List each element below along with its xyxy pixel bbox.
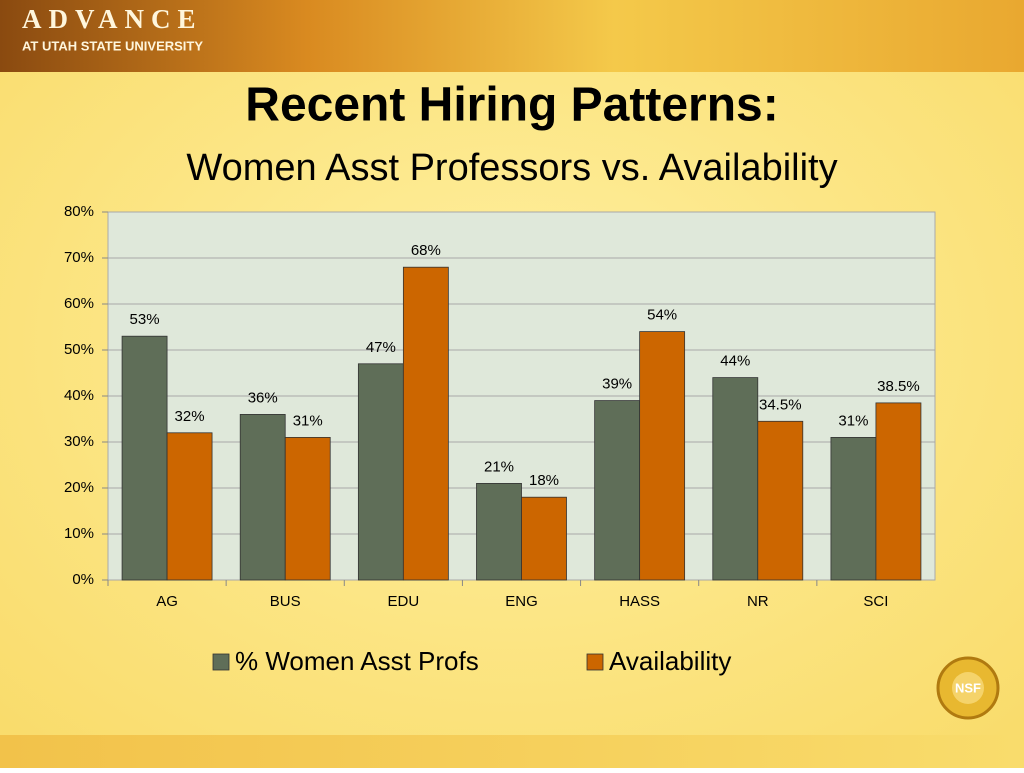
- data-label: 18%: [529, 472, 559, 489]
- nsf-label: NSF: [955, 680, 981, 695]
- data-label: 32%: [175, 408, 205, 425]
- bar: [712, 377, 759, 581]
- x-tick-label: SCI: [863, 593, 888, 610]
- data-label: 39%: [602, 376, 632, 393]
- x-tick-label: HASS: [619, 593, 660, 610]
- legend-swatch: [586, 653, 604, 671]
- x-tick-label: EDU: [388, 593, 420, 610]
- data-label: 36%: [248, 389, 278, 406]
- data-label: 21%: [484, 458, 514, 475]
- bar: [402, 266, 449, 581]
- bar: [239, 413, 286, 581]
- bar: [757, 420, 804, 581]
- data-label: 31%: [293, 412, 323, 429]
- y-tick-label: 50%: [64, 341, 94, 358]
- data-label: 54%: [647, 307, 677, 324]
- data-label: 44%: [720, 353, 750, 370]
- legend-label: Availability: [609, 646, 731, 676]
- y-tick-label: 20%: [64, 479, 94, 496]
- data-label: 47%: [366, 339, 396, 356]
- logo-subtitle: AT UTAH STATE UNIVERSITY: [22, 38, 203, 53]
- data-label: 38.5%: [877, 378, 920, 395]
- x-tick-label: BUS: [270, 593, 301, 610]
- bar: [121, 335, 168, 581]
- data-label: 53%: [130, 311, 160, 328]
- x-tick-label: AG: [156, 593, 178, 610]
- bar: [875, 402, 922, 581]
- y-tick-label: 30%: [64, 433, 94, 450]
- bar: [594, 400, 641, 581]
- legend-swatch: [212, 653, 230, 671]
- data-label: 34.5%: [759, 396, 802, 413]
- nsf-badge-inner: [952, 672, 984, 704]
- y-tick-label: 10%: [64, 525, 94, 542]
- bar: [357, 363, 404, 581]
- bar: [166, 432, 213, 581]
- y-tick-label: 40%: [64, 387, 94, 404]
- bar: [476, 482, 522, 581]
- header-band: [0, 0, 1024, 72]
- bar: [830, 436, 877, 581]
- y-tick-label: 60%: [64, 295, 94, 312]
- y-tick-label: 70%: [64, 249, 94, 266]
- legend-label: % Women Asst Profs: [235, 646, 479, 676]
- data-label: 31%: [838, 412, 868, 429]
- y-tick-label: 80%: [64, 203, 94, 220]
- data-label: 68%: [411, 242, 441, 259]
- chart-title: Recent Hiring Patterns:: [245, 79, 778, 132]
- bar: [639, 331, 686, 581]
- x-tick-label: ENG: [505, 593, 538, 610]
- logo: ADVANCE: [22, 4, 203, 34]
- chart-subtitle: Women Asst Professors vs. Availability: [186, 147, 837, 189]
- bar: [521, 496, 567, 581]
- x-tick-label: NR: [747, 593, 769, 610]
- y-tick-label: 0%: [72, 571, 94, 588]
- bar: [284, 436, 331, 581]
- footer-band: [0, 735, 1024, 768]
